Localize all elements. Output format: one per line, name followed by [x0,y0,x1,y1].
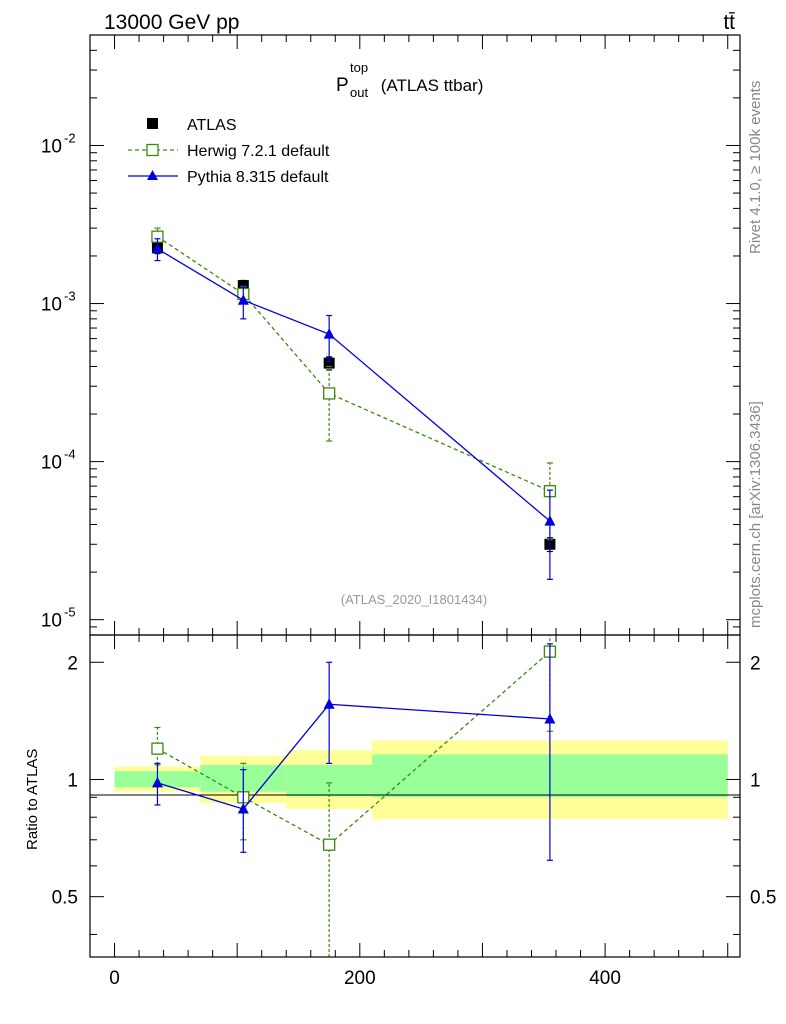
ratio-data-point [151,742,164,755]
energy-label: 13000 GeV pp [104,11,239,34]
main-y-tick-label: 10 [41,136,62,157]
main-y-tick-label: 10 [41,611,62,632]
main-data-point [151,242,163,254]
main-y-tick-exponent: -4 [64,447,76,462]
ratio-y-tick-label-right: 1 [750,770,761,791]
main-y-tick-exponent: -5 [64,605,76,620]
legend: ATLAS Herwig 7.2.1 default Pythia 8.315 … [128,117,330,186]
ratio-x-tick-label: 400 [589,968,621,989]
ratio-y-tick-label: 1 [67,770,78,791]
legend-pythia-label: Pythia 8.315 default [187,169,329,186]
ratio-y-axis: 2 2 1 1 0.5 0.5 [52,653,776,935]
ratio-series-line [157,703,550,810]
main-y-tick-exponent: -2 [64,130,76,145]
legend-atlas-marker [147,118,158,129]
ratio-data-point [151,776,163,788]
main-y-tick-exponent: -3 [64,289,76,304]
main-y-axis: 10-210-310-410-5 [41,34,740,636]
plot-title: P [336,75,349,96]
legend-pythia-marker [147,170,158,180]
analysis-label: (ATLAS_2020_I1801434) [341,592,487,607]
ratio-x-tick-label: 0 [109,968,120,989]
rivet-label: Rivet 4.1.0, ≥ 100k events [747,81,764,254]
title-main: P [336,75,349,96]
main-y-tick-label: 10 [41,453,62,474]
ratio-series-line [157,651,551,846]
ratio-x-tick-label: 200 [344,968,376,989]
main-y-tick-label: 10 [41,295,62,316]
ratio-data-point [237,802,249,814]
ratio-data-point [544,712,556,724]
ratio-x-axis: 0 200 400 [109,635,729,989]
main-data-point [323,387,336,400]
ratio-y-tick-label: 0.5 [52,888,78,909]
main-data-point [323,357,335,369]
ratio-y-tick-label: 2 [67,653,78,674]
main-data-point [323,328,335,339]
ratio-y-tick-label-right: 2 [750,653,761,674]
main-data-point [237,294,249,305]
ratio-y-label: Ratio to ATLAS [24,749,41,850]
ratio-data-point [323,698,335,709]
main-data-point [544,515,556,526]
main-series-line [157,236,551,492]
title-subscript: out [350,85,368,100]
title-superscript: top [350,60,368,75]
title-rest: (ATLAS ttbar) [376,76,483,95]
ratio-bands-layer [114,740,728,820]
main-series-layer [151,227,557,580]
ratio-data-point [323,838,336,851]
legend-herwig-label: Herwig 7.2.1 default [187,143,330,160]
process-label: tt̄ [723,11,735,34]
main-series-line [157,248,551,522]
ratio-y-tick-label-right: 0.5 [750,888,776,909]
ratio-series-layer [151,635,557,957]
legend-herwig-marker [146,143,159,157]
ratio-frame [89,634,741,958]
source-label: mcplots.cern.ch [arXiv:1306.3436] [747,401,764,628]
legend-atlas-label: ATLAS [187,117,237,134]
